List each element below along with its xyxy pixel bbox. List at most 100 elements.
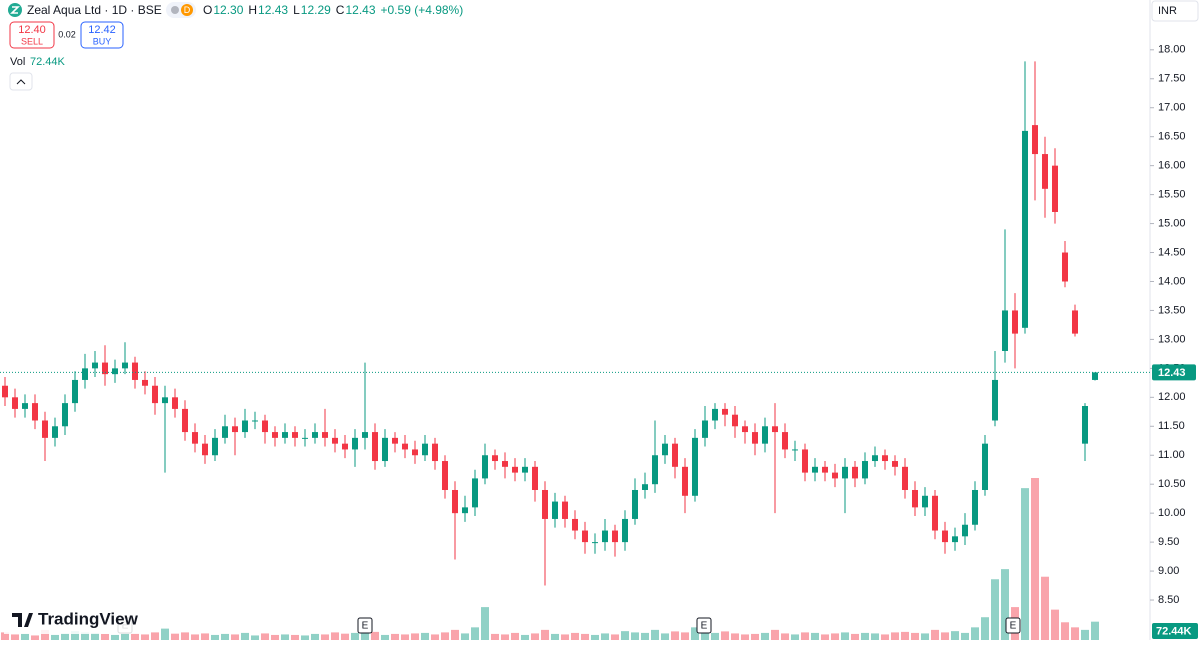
candle-body — [182, 408, 188, 433]
volume-bar — [301, 635, 309, 640]
volume-bar — [421, 632, 429, 640]
buy-price: 12.42 — [88, 24, 116, 36]
volume-bar — [51, 634, 59, 640]
buy-label: BUY — [93, 36, 112, 46]
candle-body — [1012, 310, 1018, 334]
volume-bar — [721, 631, 729, 640]
y-tick-label: 10.50 — [1158, 478, 1186, 490]
collapse-icon — [16, 79, 26, 85]
earnings-markers: EEEE — [117, 617, 1021, 634]
volume-bar — [481, 607, 489, 640]
candle-body — [2, 385, 8, 398]
candle-body — [282, 432, 288, 438]
candle-body — [652, 455, 658, 485]
tradingview-logo: TradingView — [4, 606, 140, 634]
volume-bar — [951, 631, 959, 640]
volume-bar — [411, 633, 419, 640]
volume-bar — [431, 634, 439, 640]
earnings-marker — [696, 617, 712, 634]
logo-text: TradingView — [38, 609, 139, 628]
volume-bar — [211, 634, 219, 640]
candle-body — [1032, 125, 1038, 155]
candle-body — [722, 408, 728, 415]
candle-body — [942, 530, 948, 543]
candle-body — [842, 466, 848, 479]
volume-bar — [191, 634, 199, 640]
l-value: 12.29 — [301, 3, 331, 17]
candle-body — [1072, 310, 1078, 334]
volume-bar — [641, 632, 649, 640]
vol-value: 72.44K — [30, 56, 66, 68]
y-tick-label: 14.50 — [1158, 246, 1186, 258]
volume-bar — [591, 634, 599, 640]
volume-bar — [1, 632, 9, 640]
volume-bar — [911, 632, 919, 640]
candle-body — [872, 455, 878, 462]
volume-bar — [261, 633, 269, 640]
volume-bar — [791, 634, 799, 640]
volume-bar — [461, 633, 469, 640]
candle-body — [262, 420, 268, 433]
y-tick-label: 11.00 — [1158, 449, 1185, 461]
volume-bar — [171, 633, 179, 640]
volume-bar — [991, 579, 999, 640]
symbol-name[interactable]: Zeal Aqua Ltd · 1D · BSE — [27, 3, 162, 17]
candle-body — [732, 414, 738, 427]
candle-body — [322, 432, 328, 438]
volume-bar — [861, 632, 869, 640]
candle-body — [32, 403, 38, 421]
volume-bar — [671, 631, 679, 640]
candle-body — [802, 449, 808, 473]
currency-box[interactable] — [1151, 0, 1199, 22]
candle-body — [582, 530, 588, 543]
o-value: 12.30 — [213, 3, 243, 17]
volume-bar — [1001, 569, 1009, 640]
candle-body — [242, 420, 248, 433]
l-label: L — [293, 3, 300, 17]
volume-bar — [561, 634, 569, 640]
sell-button[interactable] — [9, 21, 55, 49]
volume-bar — [701, 631, 709, 640]
volume-bar — [931, 629, 939, 640]
y-tick-label: 12.00 — [1158, 391, 1186, 403]
volume-bar — [281, 634, 289, 640]
h-value: 12.43 — [258, 3, 288, 17]
candle-body — [522, 466, 528, 473]
y-tick-label: 8.50 — [1158, 594, 1179, 606]
volume-bar — [1081, 629, 1089, 640]
currency: INR — [1158, 5, 1177, 17]
h-label: H — [248, 3, 257, 17]
volume-bar — [101, 633, 109, 640]
y-tick-label: 17.50 — [1158, 73, 1186, 85]
buy-button[interactable] — [80, 21, 124, 49]
spread: 0.02 — [58, 29, 76, 39]
candle-body — [392, 437, 398, 444]
candle-body — [562, 501, 568, 519]
candle-body — [272, 432, 278, 438]
logo-glyph — [10, 6, 20, 14]
volume-bar — [91, 632, 99, 640]
candle-body — [312, 432, 318, 438]
volume-bar — [221, 633, 229, 640]
volume-bar — [661, 633, 669, 640]
volume-bar — [251, 635, 259, 640]
candle-body — [912, 489, 918, 508]
y-tick-label: 14.00 — [1158, 275, 1186, 287]
candle-body — [742, 426, 748, 433]
volume-bar — [961, 632, 969, 640]
y-tick-label: 9.00 — [1158, 565, 1179, 577]
candle-body — [112, 368, 118, 375]
volume-bar — [881, 634, 889, 640]
candle-body — [1082, 406, 1088, 444]
volume-bar — [441, 632, 449, 640]
candle-body — [812, 466, 818, 473]
candle-body — [882, 455, 888, 462]
volume-bar — [771, 629, 779, 640]
candle-body — [952, 536, 958, 543]
candle-body — [552, 501, 558, 519]
candle-body — [712, 408, 718, 421]
collapse-button[interactable] — [9, 72, 33, 91]
earnings-label: E — [362, 621, 369, 632]
candle-body — [762, 426, 768, 444]
